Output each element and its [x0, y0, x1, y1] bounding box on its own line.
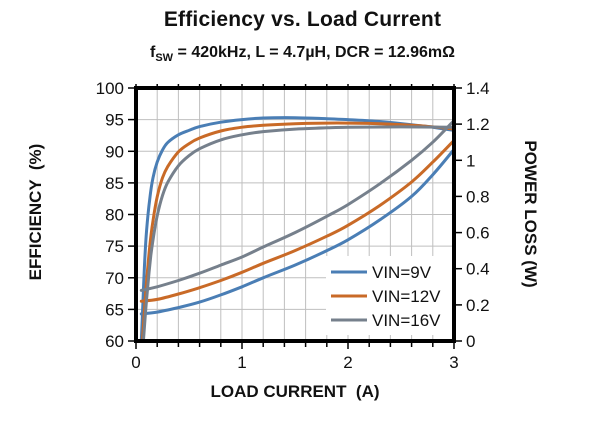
y-left-tick-label: 100 [96, 79, 124, 98]
y-right-tick-label: 1.4 [466, 79, 490, 98]
x-tick-label: 3 [449, 353, 458, 372]
y-left-tick-label: 75 [105, 237, 124, 256]
series-line-vin-12v-power-loss [139, 138, 456, 303]
y-right-tick-label: 1 [466, 151, 475, 170]
y-right-tick-label: 1.2 [466, 115, 490, 134]
y-left-tick-label: 85 [105, 174, 124, 193]
y-left-tick-label: 95 [105, 111, 124, 130]
chart-subtitle: fSW = 420kHz, L = 4.7µH, DCR = 12.96mΩ [0, 44, 605, 64]
y-axis-label-left: EFFICIENCY (%) [26, 143, 45, 281]
y-right-tick-label: 0.4 [466, 260, 490, 279]
series-line-vin-9v-power-loss [139, 147, 456, 316]
series-line-vin-12v-efficiency [140, 121, 456, 343]
y-left-tick-label: 90 [105, 142, 124, 161]
y-right-tick-label: 0.6 [466, 224, 490, 243]
plot-border [134, 86, 456, 343]
subtitle-subscript: SW [155, 52, 174, 65]
y-left-tick-label: 70 [105, 269, 124, 288]
subtitle-prefix: f [150, 44, 156, 61]
y-right-tick-label: 0 [466, 332, 475, 351]
x-tick-label: 2 [343, 353, 352, 372]
series-line-vin-16v-power-loss [139, 119, 456, 292]
x-axis-label: LOAD CURRENT (A) [210, 382, 380, 401]
subtitle-rest: = 420kHz, L = 4.7µH, DCR = 12.96mΩ [173, 44, 455, 61]
series-line-vin-9v-efficiency [139, 116, 456, 343]
y-left-tick-label: 60 [105, 332, 124, 351]
y-left-tick-label: 65 [105, 300, 124, 319]
y-right-tick-label: 0.2 [466, 296, 490, 315]
y-left-tick-label: 80 [105, 206, 124, 225]
x-tick-label: 0 [131, 353, 140, 372]
legend-label-vin-9v: VIN=9V [372, 263, 432, 282]
y-right-tick-label: 0.8 [466, 187, 490, 206]
y-axis-label-right: POWER LOSS (W) [521, 140, 540, 288]
legend-label-vin-16v: VIN=16V [372, 311, 441, 330]
chart-title: Efficiency vs. Load Current [163, 8, 442, 31]
series-line-vin-16v-efficiency [141, 125, 456, 343]
x-tick-label: 1 [237, 353, 246, 372]
legend-label-vin-12v: VIN=12V [372, 287, 441, 306]
